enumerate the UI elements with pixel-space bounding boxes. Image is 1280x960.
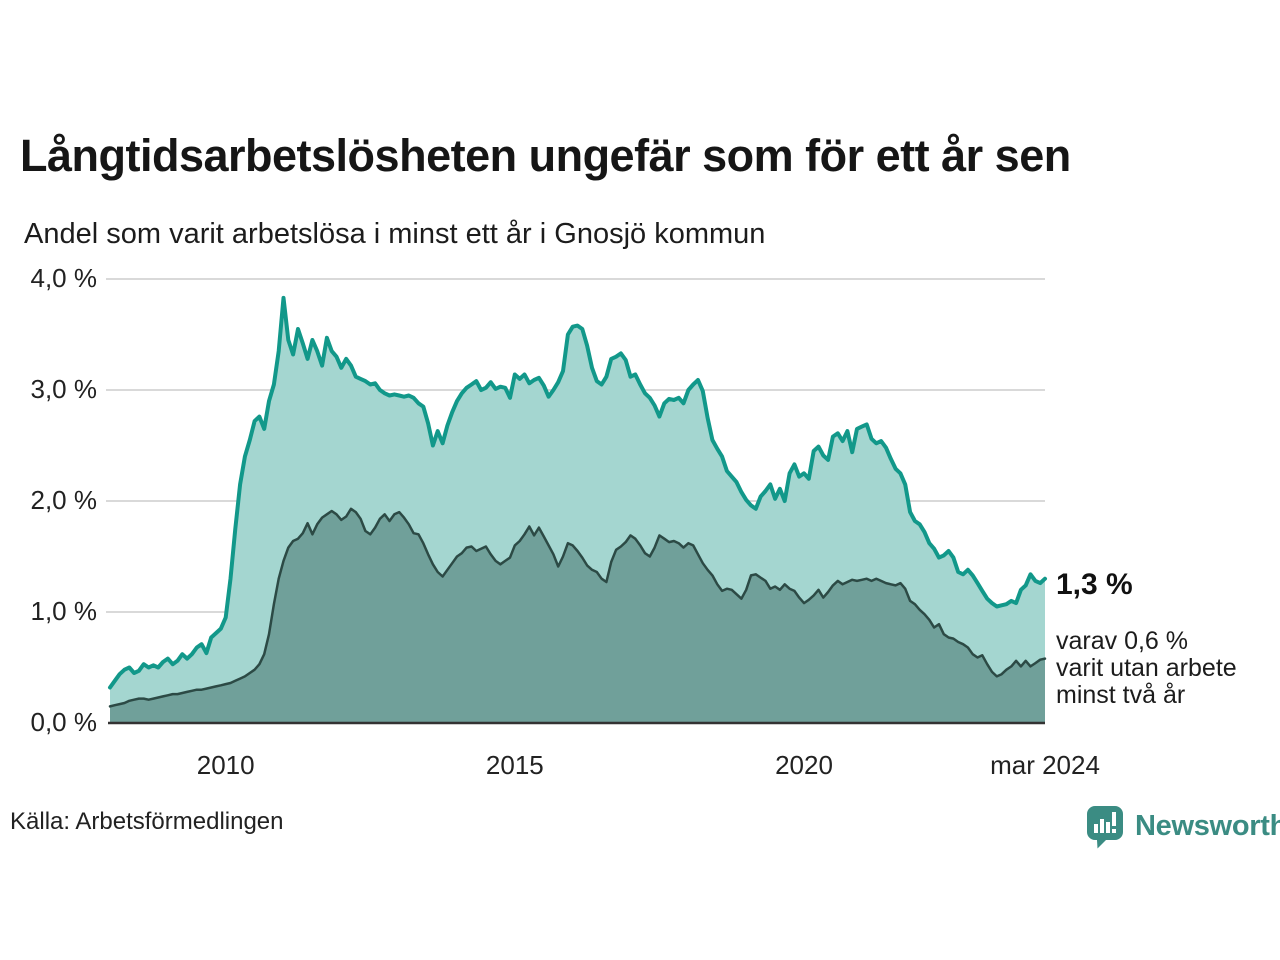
- y-tick-label: 1,0 %: [30, 596, 98, 626]
- annotation-subset-line1: varav 0,6 %: [1056, 627, 1189, 655]
- y-tick-label: 4,0 %: [30, 263, 98, 293]
- chart-subtitle: Andel som varit arbetslösa i minst ett å…: [24, 218, 766, 250]
- brand-logo: Newsworthy: [1085, 804, 1280, 849]
- annotation-latest-subset: varav 0,6 % varit utan arbete minst två …: [1056, 628, 1237, 709]
- newsworthy-icon: [1087, 806, 1123, 849]
- y-tick-label: 3,0 %: [30, 374, 98, 404]
- area-two-years-unemployed: [110, 508, 1045, 723]
- annotation-latest-total: 1,3 %: [1056, 568, 1133, 601]
- x-tick-label: 2015: [485, 750, 544, 780]
- y-tick-label: 2,0 %: [30, 485, 98, 515]
- x-tick-label: 2020: [775, 750, 833, 780]
- line-total-unemployed: [108, 295, 1047, 690]
- annotation-subset-line2: varit utan arbete: [1056, 654, 1237, 682]
- page-title: Långtidsarbetslösheten ungefär som för e…: [20, 130, 1071, 181]
- brand-name: Newsworthy: [1135, 810, 1280, 842]
- x-tick-label: 2010: [196, 750, 255, 780]
- annotation-subset-line3: minst två år: [1056, 681, 1186, 709]
- y-tick-label: 0,0 %: [30, 707, 98, 737]
- source-credit: Källa: Arbetsförmedlingen: [10, 808, 284, 835]
- x-tick-label: mar 2024: [990, 750, 1100, 780]
- line-two-years-unemployed: [108, 507, 1047, 708]
